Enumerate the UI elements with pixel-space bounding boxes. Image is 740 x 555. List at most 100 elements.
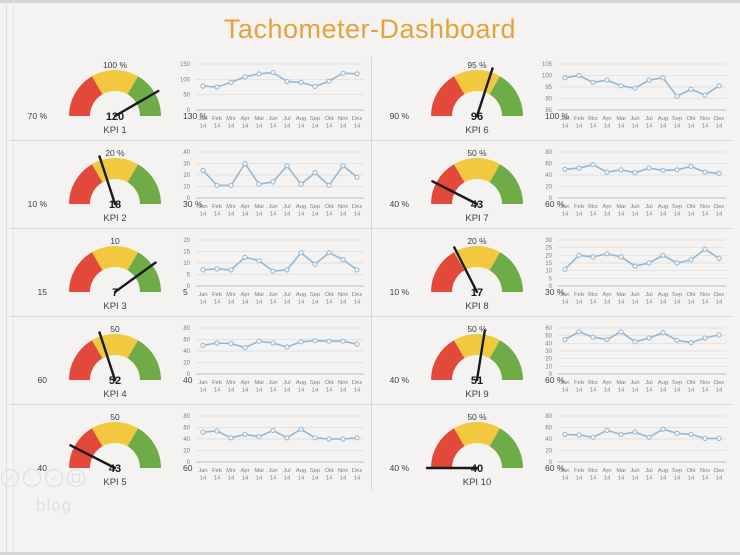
data-point-marker: [716, 170, 722, 176]
data-point-marker: [340, 163, 346, 169]
kpi-panel-1[interactable]: 70 % 100 % 130 % 120 KPI 1 0 50 100 150 Jan 14 Feb 1…: [10, 52, 372, 140]
x-tick-label: Apr: [602, 292, 611, 298]
x-tick-label: Apr: [240, 380, 249, 386]
data-point-marker: [284, 435, 290, 441]
y-tick-label: 60: [183, 338, 190, 344]
x-tick-year-label: 14: [590, 388, 597, 394]
kpi-panel-8[interactable]: 10 % 20 % 30 % 17 KPI 8 0 5 10 15 20 25 30 Jan 14 Feb 1…: [372, 228, 734, 316]
data-point-marker: [674, 260, 680, 266]
x-tick-year-label: 14: [660, 212, 667, 218]
line-chart: 0 10 20 30 40 Jan 14 Feb 14 Mrz 14 Apr 14 Mai 14 Jun 14 J…: [183, 150, 364, 218]
x-tick-label: Sep: [310, 292, 320, 298]
gauge-needle: [113, 89, 160, 118]
x-tick-label: Mrz: [226, 116, 236, 122]
x-tick-year-label: 14: [604, 476, 611, 482]
x-tick-label: Mrz: [226, 468, 236, 474]
gauge-min-label: 70 %: [28, 111, 48, 121]
data-point-marker: [326, 250, 332, 256]
x-tick-year-label: 14: [604, 124, 611, 130]
gauge-min-label: 40: [38, 463, 48, 473]
x-tick-year-label: 14: [590, 476, 597, 482]
x-tick-label: Feb: [212, 204, 222, 210]
data-point-marker: [632, 170, 638, 176]
x-tick-label: Jul: [645, 204, 652, 210]
kpi-label: KPI 7: [465, 213, 488, 224]
data-point-marker: [604, 336, 610, 343]
x-tick-year-label: 14: [354, 212, 361, 218]
x-tick-year-label: 14: [214, 300, 221, 306]
data-point-marker: [284, 267, 290, 273]
gauge-mid-label: 95 %: [467, 60, 487, 70]
x-tick-label: Jul: [283, 380, 290, 386]
data-point-marker: [618, 329, 624, 335]
gauge-segment-red: [69, 340, 103, 380]
x-tick-year-label: 14: [604, 388, 611, 394]
data-point-marker: [270, 427, 276, 433]
data-point-marker: [562, 336, 568, 343]
y-tick-label: 40: [545, 341, 552, 347]
x-tick-label: Jul: [645, 292, 652, 298]
x-tick-label: Mrz: [588, 116, 598, 122]
kpi-panel-5[interactable]: 40 50 60 43 KPI 5 0 20 40 60 80 Jan 14 Feb 14 Mrz 14 Apr…: [10, 404, 372, 492]
x-tick-label: Jun: [630, 204, 639, 210]
x-tick-label: Jan: [560, 380, 569, 386]
data-point-marker: [576, 432, 582, 438]
gauge-max-label: 130 %: [183, 111, 208, 121]
x-tick-year-label: 14: [618, 476, 625, 482]
x-tick-label: Mrz: [226, 380, 236, 386]
gauge-min-label: 40 %: [390, 199, 410, 209]
x-tick-year-label: 14: [576, 124, 583, 130]
x-tick-label: Nov: [338, 292, 348, 298]
x-tick-year-label: 14: [618, 300, 625, 306]
x-tick-label: Jan: [560, 292, 569, 298]
y-tick-label: 40: [183, 349, 190, 355]
x-tick-label: Okt: [686, 292, 695, 298]
x-tick-year-label: 14: [284, 212, 291, 218]
data-point-marker: [702, 435, 708, 442]
line-series: [202, 162, 358, 187]
gauge-needle: [453, 246, 479, 294]
window-left-edge: [6, 0, 7, 555]
x-tick-label: Okt: [324, 292, 333, 298]
x-tick-year-label: 14: [200, 300, 207, 306]
data-point-marker: [354, 71, 360, 77]
x-tick-year-label: 14: [284, 300, 291, 306]
x-tick-year-label: 14: [674, 124, 681, 130]
x-tick-year-label: 14: [312, 212, 319, 218]
data-point-marker: [214, 84, 220, 90]
x-tick-year-label: 14: [298, 212, 305, 218]
x-tick-year-label: 14: [576, 476, 583, 482]
data-point-marker: [256, 71, 262, 77]
kpi-panel-2[interactable]: 10 % 20 % 30 % 18 KPI 2 0 10 20 30 40 Jan 14 Feb 14 Mr…: [10, 140, 372, 228]
x-tick-year-label: 14: [354, 124, 361, 130]
x-tick-year-label: 14: [298, 124, 305, 130]
gauge-value: 7: [112, 287, 118, 299]
x-tick-year-label: 14: [702, 212, 709, 218]
x-tick-label: Jan: [560, 468, 569, 474]
x-tick-label: Nov: [338, 468, 348, 474]
x-tick-year-label: 14: [298, 300, 305, 306]
kpi-panel-7[interactable]: 40 % 50 % 60 % 43 KPI 7 0 20 40 60 80 Jan 14 Feb 14 Mr…: [372, 140, 734, 228]
x-tick-year-label: 14: [270, 124, 277, 130]
kpi-panel-10[interactable]: 40 % 50 % 60 % 40 KPI 10 0 20 40 60 80 Jan 14 Feb 14 M…: [372, 404, 734, 492]
x-tick-year-label: 14: [312, 124, 319, 130]
x-tick-label: Aug: [296, 116, 306, 122]
data-point-marker: [646, 165, 652, 171]
data-point-marker: [688, 86, 694, 92]
line-series: [564, 428, 719, 440]
data-point-marker: [576, 72, 582, 79]
kpi-panel-9[interactable]: 40 % 50 % 60 % 51 KPI 9 0 10 20 30 40 50 60 Jan 14 Feb…: [372, 316, 734, 404]
x-tick-year-label: 14: [340, 212, 347, 218]
x-tick-label: Apr: [602, 468, 611, 474]
data-point-marker: [688, 163, 694, 169]
y-tick-label: 60: [545, 162, 552, 168]
kpi-panel-4[interactable]: 60 50 40 52 KPI 4 0 20 40 60 80 Jan 14 Feb 14 Mrz 14 Apr…: [10, 316, 372, 404]
kpi-panel-6[interactable]: 90 % 95 % 100 % 96 KPI 6 85 90 95 100 105 Jan 14 Feb…: [372, 52, 734, 140]
kpi-panel-3[interactable]: 15 10 5 7 KPI 3 0 5 10 15 20 Jan 14 Feb 14 Mrz 14 Apr 14 M…: [10, 228, 372, 316]
gauge-needle: [475, 67, 494, 118]
gauge-mid-label: 50 %: [467, 148, 487, 158]
y-tick-label: 20: [183, 238, 190, 244]
x-tick-label: Jul: [283, 204, 290, 210]
y-tick-label: 10: [545, 364, 552, 370]
